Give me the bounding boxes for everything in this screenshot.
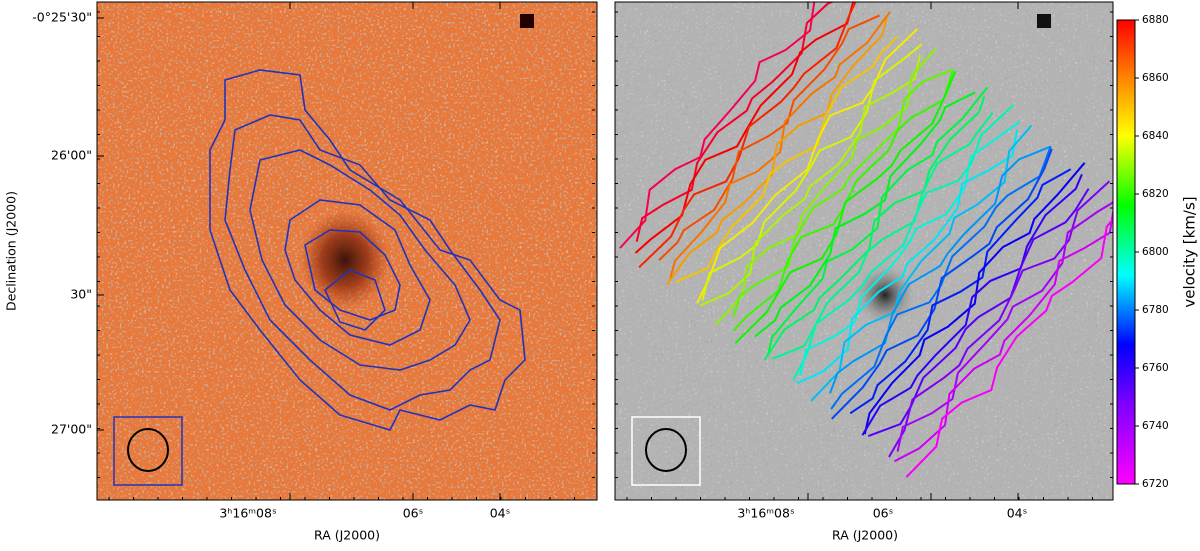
colorbar-tick-label: 6740 — [1142, 420, 1169, 432]
y-tick-label: 26'00" — [51, 148, 92, 163]
x-tick-label: 3ʰ16ᵐ08ˢ — [737, 506, 794, 521]
contour — [896, 201, 1113, 452]
contour — [861, 173, 1083, 436]
contour — [792, 104, 1015, 381]
contour — [754, 91, 976, 338]
contour — [714, 48, 937, 326]
contour — [830, 148, 1053, 420]
x-axis-label: RA (J2000) — [314, 528, 380, 543]
colorbar-tick-label: 6780 — [1142, 304, 1169, 316]
colorbar-tick-label: 6840 — [1142, 130, 1169, 142]
colorbar — [1116, 19, 1136, 485]
contour — [829, 145, 1051, 394]
contour — [669, 11, 891, 279]
contour — [849, 168, 1072, 415]
colorbar-tick-label: 6880 — [1142, 14, 1169, 26]
contours — [209, 69, 526, 431]
contour — [701, 43, 923, 301]
contour — [619, 2, 816, 249]
x-tick-label: 06ˢ — [873, 506, 894, 521]
contour — [796, 130, 1019, 385]
contour — [676, 35, 898, 283]
contour — [734, 70, 957, 344]
contour — [763, 95, 986, 361]
right-image — [615, 2, 1113, 500]
colorbar-tick-label: 6820 — [1142, 188, 1169, 200]
colorbar-tick-label: 6760 — [1142, 362, 1169, 374]
x-tick-label: 3ʰ16ᵐ08ˢ — [219, 506, 276, 521]
contour — [732, 68, 954, 318]
velocity-contours — [619, 2, 1113, 478]
x-tick-label: 06ˢ — [403, 506, 424, 521]
colorbar-label: velocity [km/s] — [1181, 196, 1199, 307]
contour — [888, 180, 1111, 458]
y-tick-label: -0°25'30" — [32, 10, 92, 25]
left-image — [97, 2, 597, 500]
contour — [635, 2, 835, 242]
y-tick-label: 27'00" — [51, 422, 92, 437]
contour — [766, 86, 989, 357]
contour — [666, 18, 888, 286]
contour — [894, 206, 1113, 463]
colorbar-tick-label: 6720 — [1142, 478, 1169, 490]
contour — [810, 124, 1033, 402]
contour — [699, 54, 922, 307]
x-tick-label: 04ˢ — [1007, 506, 1028, 521]
left-frame — [96, 1, 598, 501]
contour — [638, 2, 857, 269]
contour — [905, 217, 1113, 478]
contour — [772, 112, 994, 360]
y-tick-label: 30" — [70, 287, 92, 302]
contour — [863, 162, 1086, 435]
contour — [799, 121, 1021, 377]
colorbar-tick-label: 6860 — [1142, 72, 1169, 84]
y-axis-label: Declination (J2000) — [4, 191, 19, 311]
right-frame — [614, 1, 1114, 501]
colorbar-tick-label: 6800 — [1142, 246, 1169, 258]
x-axis-label: RA (J2000) — [832, 528, 898, 543]
contour — [658, 14, 881, 261]
x-tick-label: 04ˢ — [490, 506, 511, 521]
